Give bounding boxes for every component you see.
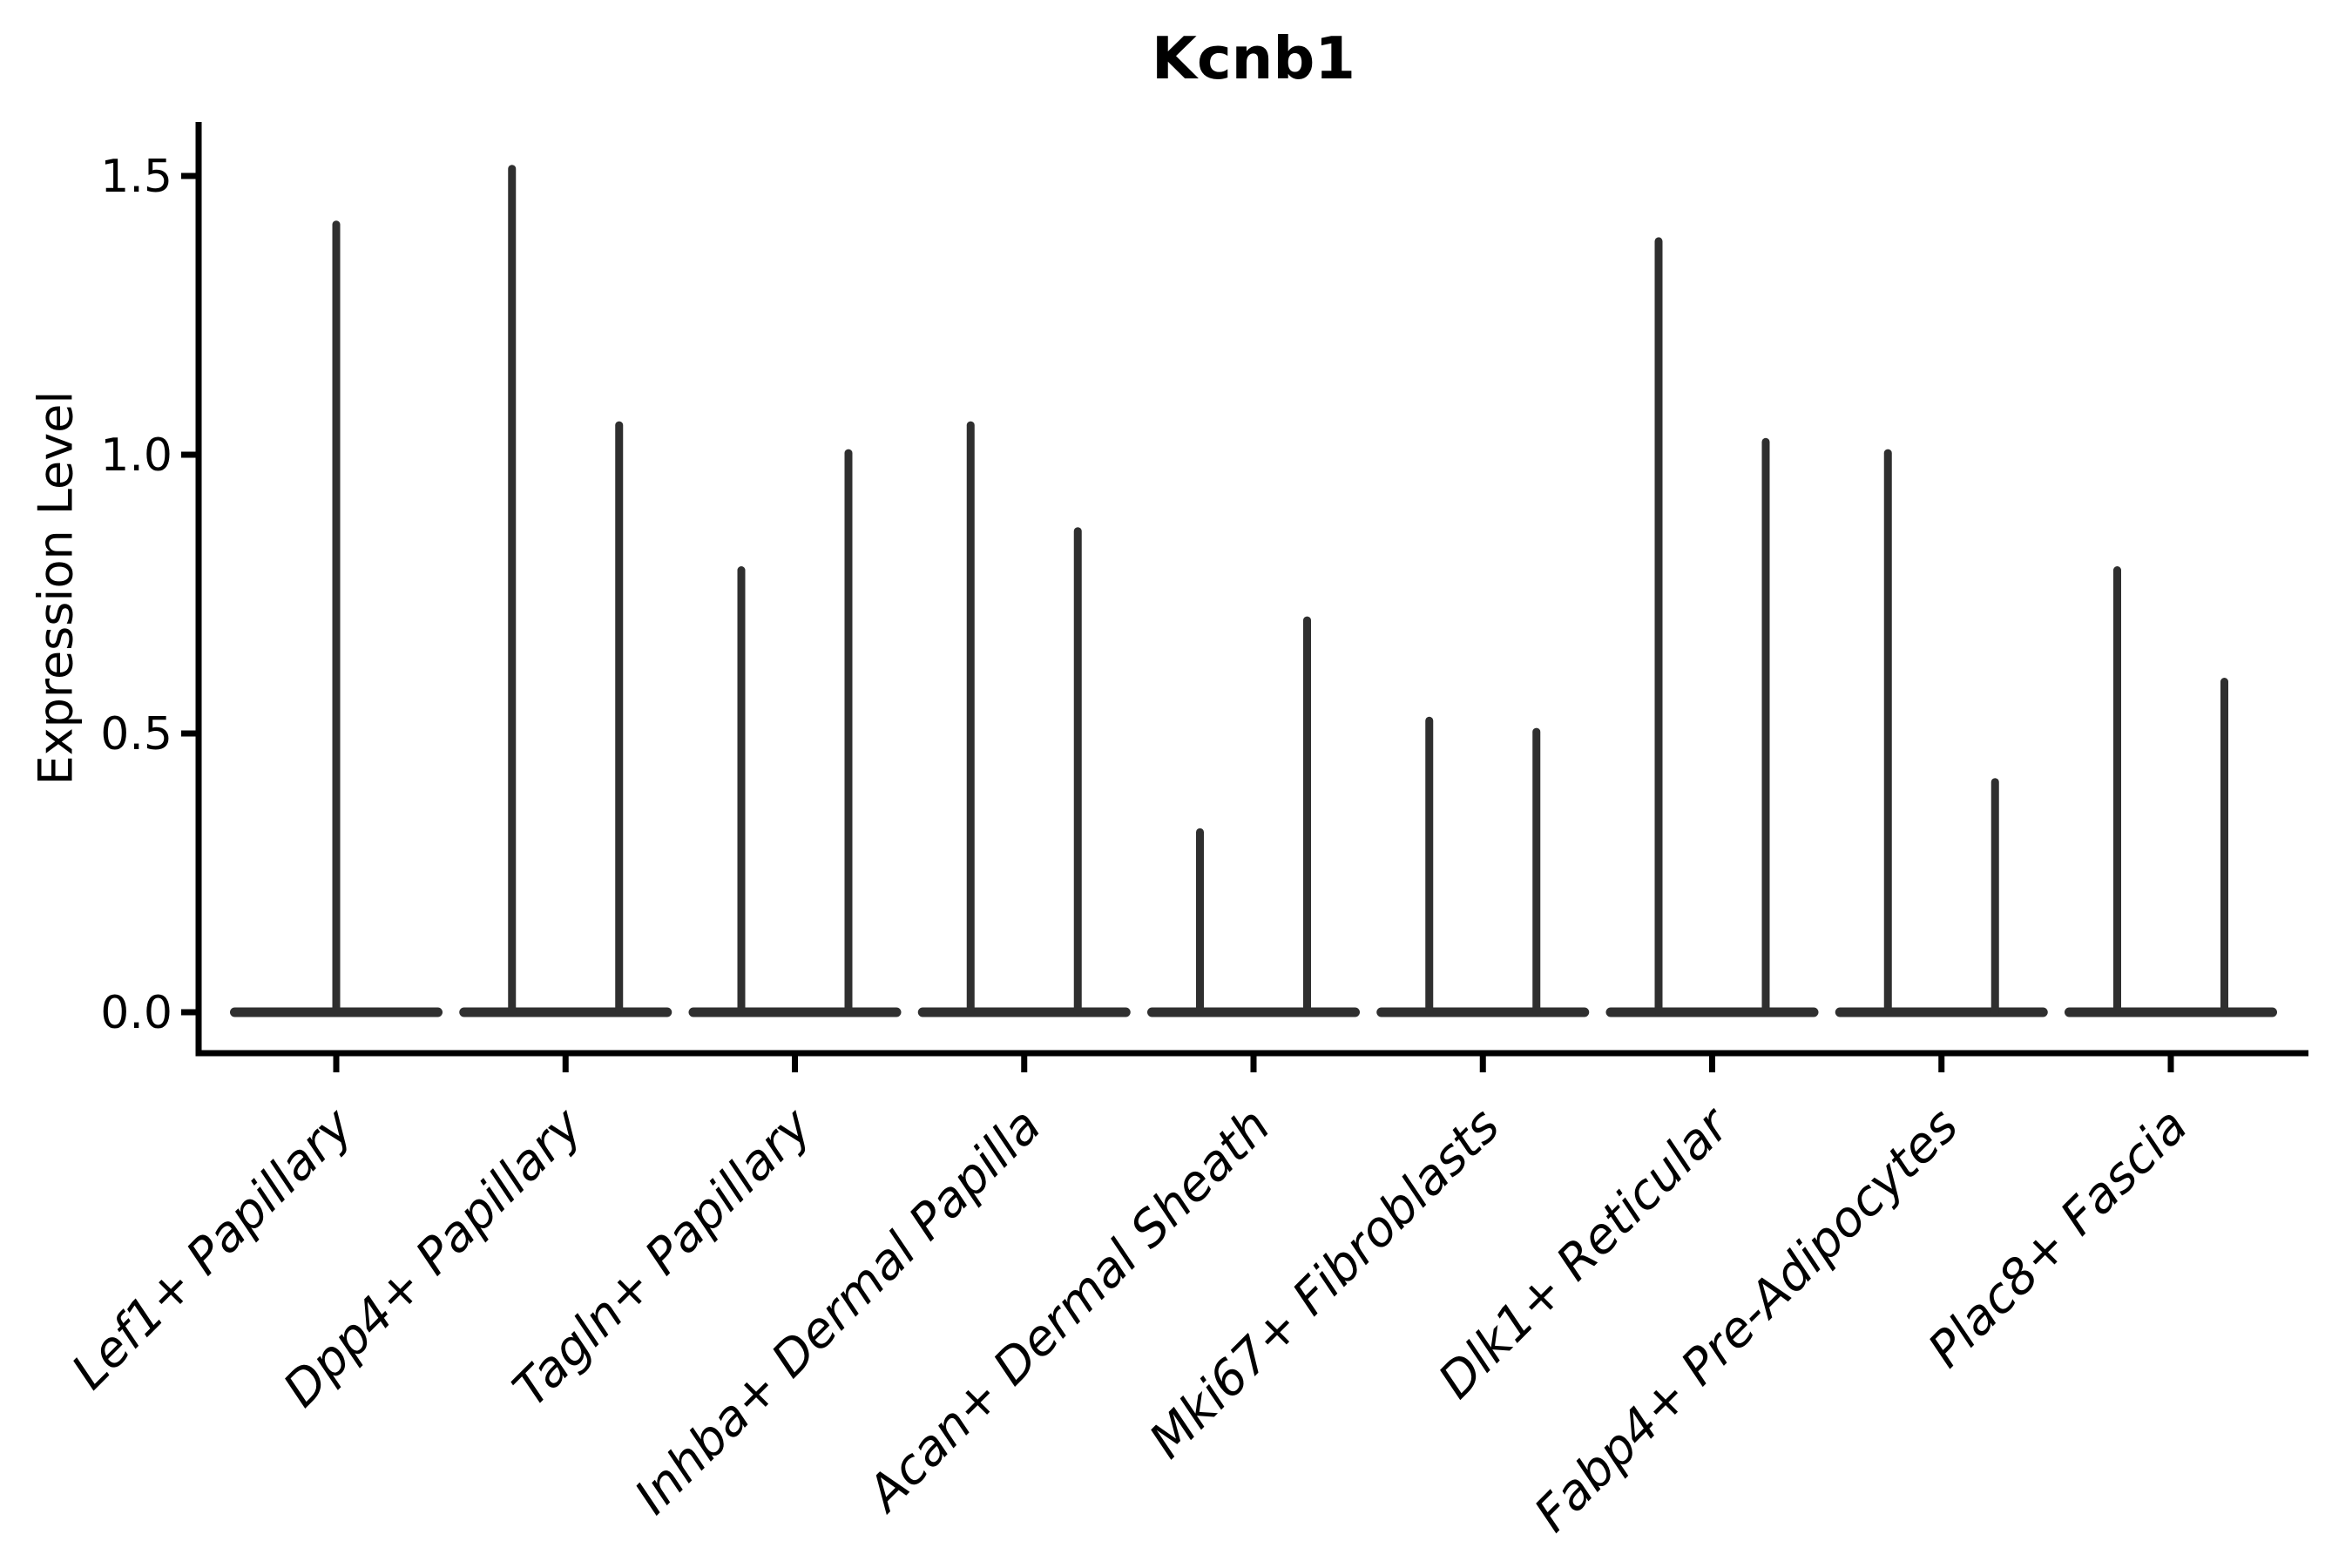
violin-spike [844, 449, 853, 1016]
violin-spike [332, 220, 341, 1016]
y-tick-label: 0.5 [100, 708, 172, 760]
y-tick-label: 0.0 [100, 987, 172, 1039]
x-tick-label: Acan+ Dermal Sheath [855, 1098, 1281, 1524]
x-tick-label: Fabp4+ Pre-Adipocytes [1524, 1098, 1969, 1543]
violin-base [1147, 1007, 1360, 1017]
violin-spike [737, 566, 746, 1016]
violin-spike [1883, 449, 1892, 1016]
x-tick-label: Inhba+ Dermal Papilla [625, 1098, 1052, 1525]
y-tick-label: 1.5 [100, 151, 172, 203]
violin-base [1835, 1007, 2048, 1017]
violin-spike [508, 165, 517, 1016]
violin-spike [1196, 828, 1204, 1016]
violin-spike [2220, 678, 2228, 1016]
violin-base [917, 1007, 1131, 1017]
violin-spike [1303, 616, 1311, 1016]
y-tick-label: 1.0 [100, 429, 172, 482]
violin-spike [2113, 566, 2121, 1016]
violin-base [688, 1007, 902, 1017]
chart-title: Kcnb1 [1152, 24, 1355, 92]
violin-base [459, 1007, 672, 1017]
violin-spike [966, 421, 975, 1017]
violin-spike [1761, 437, 1770, 1016]
violin-spike [1990, 778, 1999, 1016]
violin-base [1605, 1007, 1819, 1017]
violin-spike [1425, 716, 1434, 1016]
violin-spike [1073, 527, 1082, 1016]
violin-spike [615, 421, 624, 1017]
violin-base [2065, 1007, 2277, 1017]
violin-base [1376, 1007, 1590, 1017]
violin-spike [1532, 727, 1541, 1016]
violin-spike [1654, 237, 1663, 1016]
